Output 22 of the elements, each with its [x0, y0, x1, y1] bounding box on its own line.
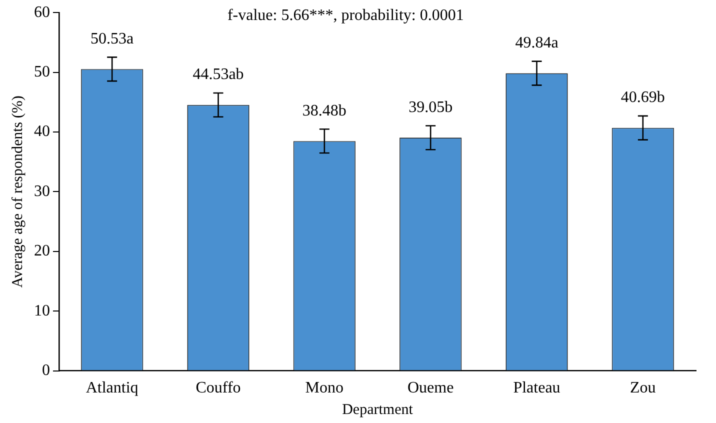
data-label: 40.69b [620, 89, 665, 106]
x-tick-label: Plateau [513, 380, 560, 397]
y-tick-label: 10 [34, 302, 50, 320]
y-tick-label: 40 [34, 123, 50, 140]
data-label: 50.53a [90, 30, 134, 48]
data-label: 44.53ab [192, 66, 244, 84]
data-label: 39.05b [408, 98, 453, 116]
y-tick-label: 30 [34, 182, 50, 200]
x-tick-label: Oueme [407, 380, 454, 397]
data-label: 49.84a [515, 34, 558, 52]
y-tick-label: 0 [42, 362, 50, 380]
x-tick-label: Couffo [196, 380, 241, 397]
x-tick-label: Mono [305, 380, 344, 397]
x-tick-label: Zou [630, 380, 656, 397]
annotation: f-value: 5.66***, probability: 0.0001 [227, 7, 464, 24]
x-tick-label: Atlantiq [86, 380, 138, 397]
y-tick-label: 20 [34, 242, 50, 260]
data-label: 38.48b [302, 102, 346, 120]
y-tick-label: 50 [34, 64, 50, 81]
x-axis-title: Department [342, 402, 414, 418]
y-axis-title: Average age of respondents (%) [10, 96, 26, 288]
y-tick-label: 60 [34, 4, 50, 21]
